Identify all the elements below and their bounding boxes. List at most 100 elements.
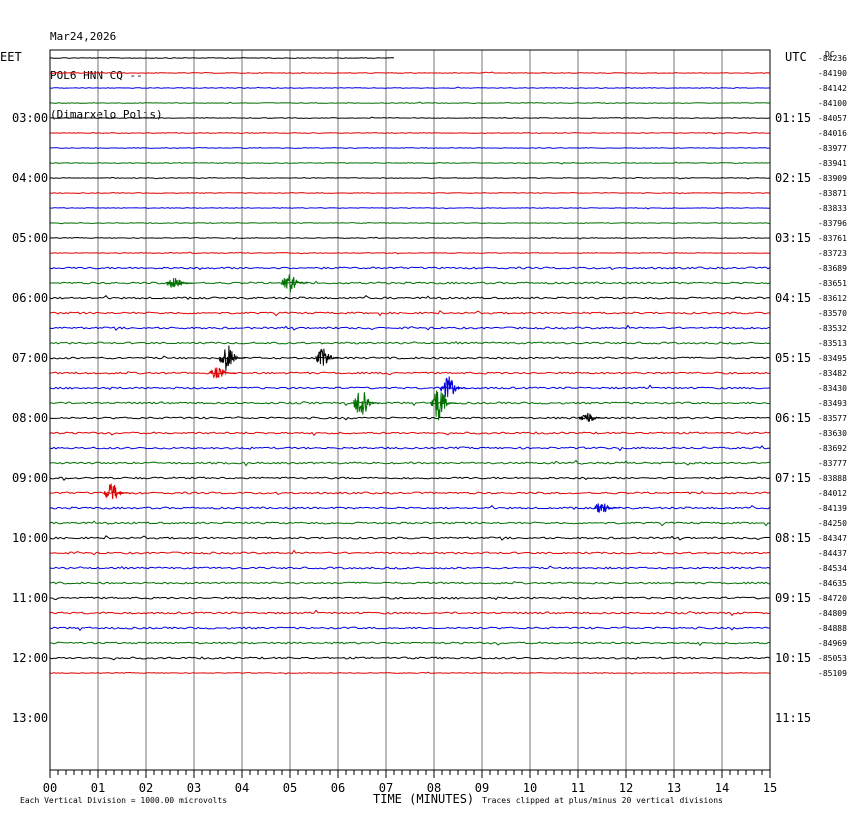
dc-offset-label: -84534 [818,564,847,573]
trace-line [49,384,771,391]
x-tick-label: 01 [91,781,105,795]
trace-line [49,476,771,481]
trace-line [49,371,771,376]
trace-line [49,161,771,165]
trace-line [49,535,771,541]
dc-offset-label: -83871 [818,189,847,198]
x-tick-label: 12 [619,781,633,795]
dc-offset-label: -83723 [818,249,847,258]
trace-line [49,416,771,421]
x-tick-label: 11 [571,781,585,795]
dc-offset-label: -84057 [818,114,847,123]
right-hour-label: 02:15 [775,171,811,185]
dc-offset-label: -83513 [818,339,847,348]
x-tick-label: 05 [283,781,297,795]
x-tick-label: 13 [667,781,681,795]
seismic-event [353,392,380,415]
left-hour-label: 12:00 [12,651,48,665]
trace-line [49,192,771,195]
dc-offset-label: -83796 [818,219,847,228]
left-hour-label: 07:00 [12,351,48,365]
trace-lines [49,57,771,675]
trace-line [49,116,771,119]
seismic-events [103,274,620,513]
x-tick-label: 04 [235,781,249,795]
date-label: Mar24,2026 [50,30,117,43]
right-hour-label: 08:15 [775,531,811,545]
trace-line [49,459,771,467]
seismic-event [166,277,193,288]
dc-offset-label: -85053 [818,654,847,663]
top-right-dc-label: DC [825,50,835,59]
seismic-event [103,482,131,500]
dc-offset-label: -83651 [818,279,847,288]
x-tick-label: 02 [139,781,153,795]
dc-offset-label: -84016 [818,129,847,138]
trace-line [49,565,771,570]
x-tick-label: 00 [43,781,57,795]
trace-line [49,626,771,632]
trace-line [49,340,771,345]
dc-offset-label: -84250 [818,519,847,528]
dc-offset-label: -83909 [818,174,847,183]
trace-line [49,490,771,496]
x-tick-label: 07 [379,781,393,795]
seismic-event [315,348,342,366]
trace-line [49,549,771,556]
dc-offset-label: -84888 [818,624,847,633]
right-hour-label: 06:15 [775,411,811,425]
right-timezone-label: UTC [785,50,807,64]
seismic-event [578,412,606,422]
dc-offset-label: -84142 [818,84,847,93]
dc-offset-label: -84635 [818,579,847,588]
plot-frame [49,49,771,771]
dc-offset-label: -84809 [818,609,847,618]
right-hour-label: 11:15 [775,711,811,725]
trace-line [49,324,771,331]
dc-offset-label: -83777 [818,459,847,468]
dc-offset-label: -83577 [818,414,847,423]
dc-offset-label: -83495 [818,354,847,363]
x-tick-label: 15 [763,781,777,795]
dc-offset-label: -83888 [818,474,847,483]
dc-offset-label: -83430 [818,384,847,393]
dc-offset-label: -83612 [818,294,847,303]
trace-line [49,294,771,300]
dc-offset-label: -84969 [818,639,847,648]
seismic-event [281,274,308,293]
dc-offset-label: -85109 [818,669,847,678]
x-tick-label: 10 [523,781,537,795]
dc-offset-label: -83482 [818,369,847,378]
trace-line [49,671,771,675]
dc-offset-label: -83493 [818,399,847,408]
trace-line [49,266,771,271]
trace-line [49,280,771,285]
footer-left-note: Each Vertical Division = 1000.00 microvo… [20,796,227,805]
dc-offset-label: -83570 [818,309,847,318]
trace-line [49,609,771,617]
dc-offset-label: -83692 [818,444,847,453]
dc-offset-label: -83532 [818,324,847,333]
trace-line [49,310,771,317]
seismic-event [430,390,457,421]
trace-line [49,431,771,437]
trace-line [49,146,771,149]
x-tick-label: 14 [715,781,729,795]
trace-line [49,176,771,180]
trace-line [49,71,771,74]
trace-line [49,251,771,255]
right-hour-label: 01:15 [775,111,811,125]
left-hour-label: 05:00 [12,231,48,245]
left-hour-label: 04:00 [12,171,48,185]
left-hour-label: 03:00 [12,111,48,125]
trace-line [49,132,771,135]
axis-labels: 00 01 02 03 04 05 06 07 08 09 10 11 12 13 14 15 -84236 -8… [12,54,847,795]
left-hour-label: 10:00 [12,531,48,545]
footer-right-note: Traces clipped at plus/minus 20 vertical… [482,796,723,805]
dc-offset-label: -84437 [818,549,847,558]
dc-offset-label: -84139 [818,504,847,513]
dc-offset-label: -84190 [818,69,847,78]
trace-line [49,596,771,601]
x-axis-title: TIME (MINUTES) [373,792,474,806]
